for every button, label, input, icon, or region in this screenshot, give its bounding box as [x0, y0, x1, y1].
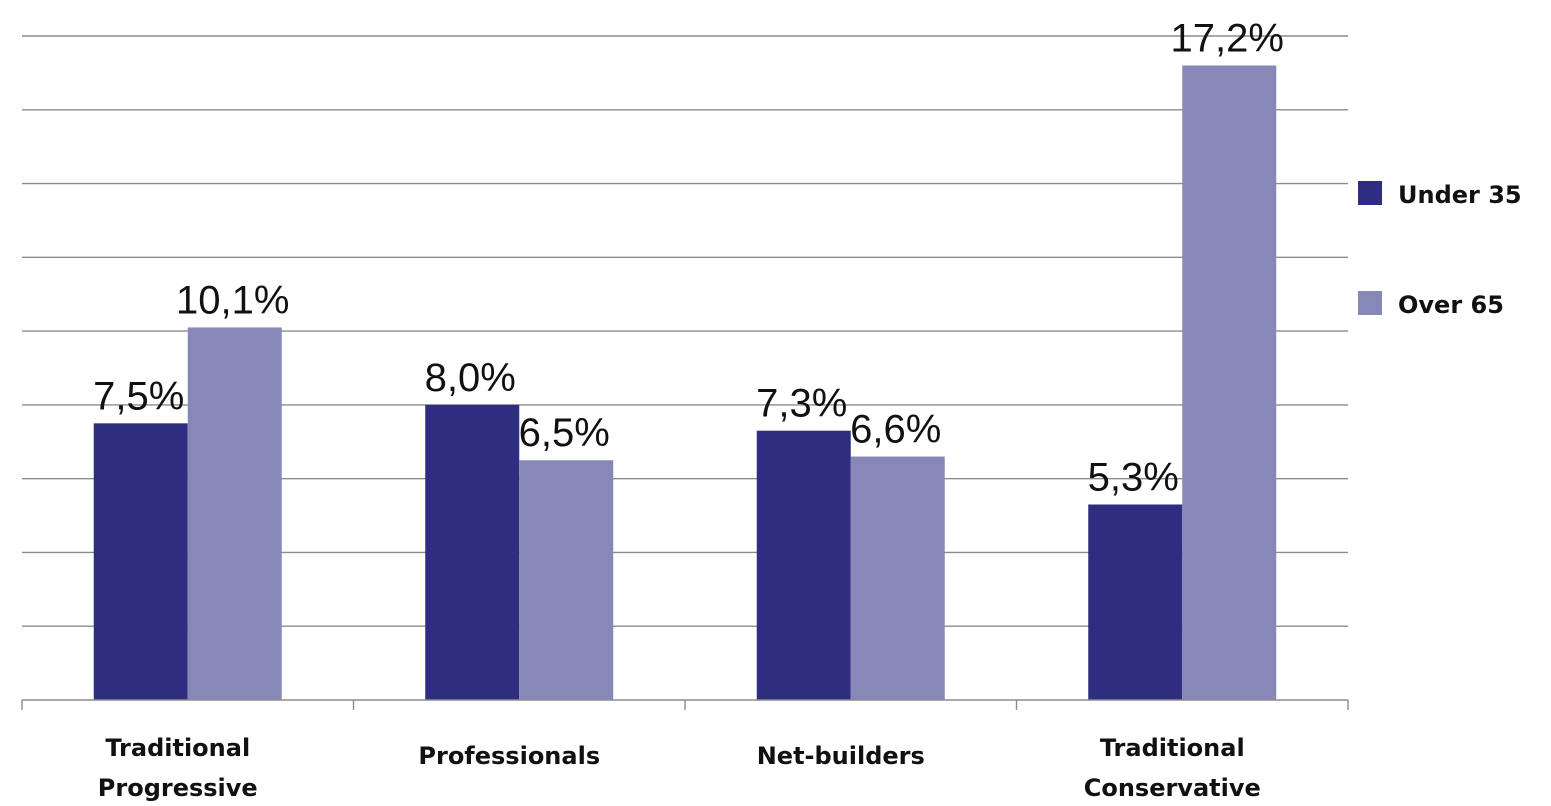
x-axis: Traditional Progressive Professionals Net-b…: [21, 699, 1349, 802]
data-labels: 7,5% 10,1% 8,0%6,5% 7,3%6,6% 5,3% 17,2%: [93, 17, 1284, 500]
category-label: Net-builders: [757, 742, 925, 770]
legend-swatch-over-65: [1358, 291, 1382, 315]
bar-over-65: [187, 327, 282, 700]
category-label: Professionals: [418, 742, 600, 770]
legend: Under 35 Over 65: [1358, 181, 1522, 319]
bar-under-35: [425, 404, 520, 700]
data-label: 17,2%: [1171, 17, 1284, 61]
bar-under-35: [1088, 504, 1183, 700]
bar-under-35: [93, 423, 188, 700]
category-label: Progressive: [98, 774, 258, 802]
category-label: Conservative: [1084, 774, 1261, 802]
data-label: 6,6%: [850, 408, 941, 452]
category-label: Traditional: [1100, 734, 1245, 762]
category-label: Traditional: [105, 734, 250, 762]
data-label: 10,1%: [176, 278, 289, 322]
data-label: 5,3%: [1088, 455, 1179, 499]
bar-over-65: [1182, 65, 1277, 700]
legend-label-over-65: Over 65: [1398, 291, 1504, 319]
legend-swatch-under-35: [1358, 181, 1382, 205]
bar-over-65: [519, 460, 614, 700]
data-label: 6,5%: [519, 411, 610, 455]
data-label: 7,3%: [756, 382, 847, 426]
bars: [93, 65, 1277, 700]
bar-over-65: [850, 456, 945, 700]
data-label: 7,5%: [93, 374, 184, 418]
legend-label-under-35: Under 35: [1398, 181, 1522, 209]
data-label: 8,0%: [425, 356, 516, 400]
bar-under-35: [756, 430, 851, 700]
